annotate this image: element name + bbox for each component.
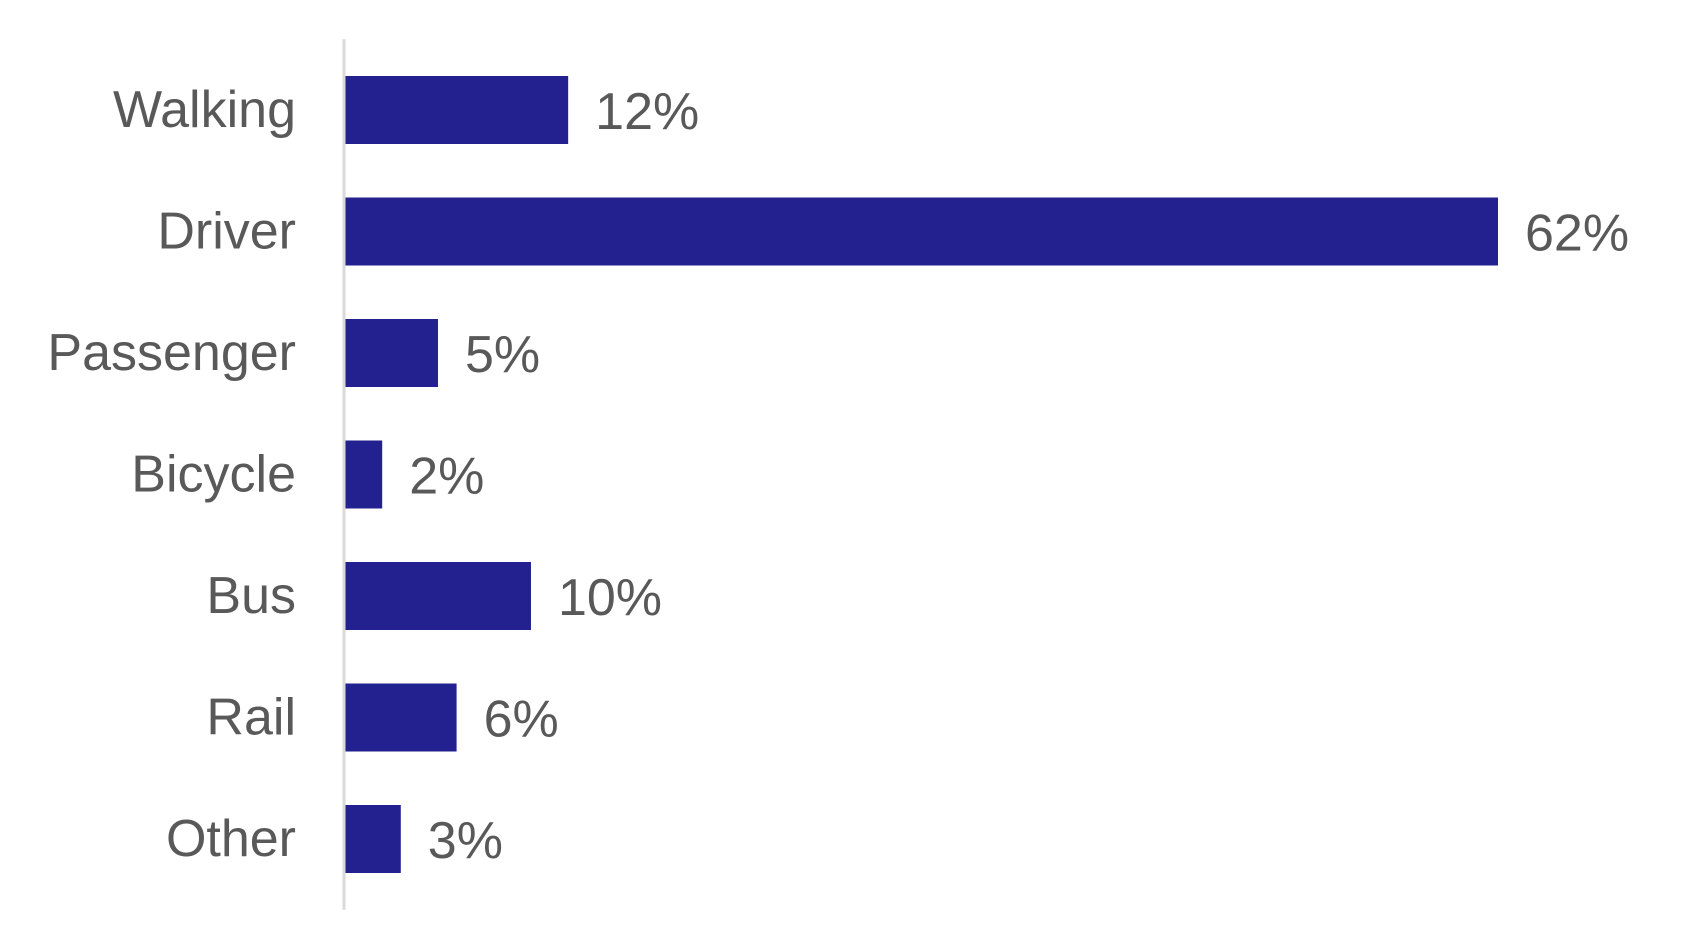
bar-passenger — [345, 319, 438, 387]
bar-bicycle — [345, 440, 383, 509]
bar-driver — [345, 197, 1498, 266]
category-label-bus: Bus — [206, 567, 296, 625]
value-label-bus: 10% — [558, 569, 662, 627]
category-label-walking: Walking — [113, 81, 296, 139]
category-label-bicycle: Bicycle — [131, 446, 296, 504]
value-label-walking: 12% — [595, 83, 699, 141]
labels-group: Walking 12% Driver 62% Passenger 5% Bicycle 2% B… — [47, 81, 1629, 870]
bars-group — [345, 76, 1498, 873]
value-label-passenger: 5% — [465, 326, 540, 384]
bar-bus — [345, 562, 531, 630]
bar-walking — [345, 76, 569, 144]
value-label-other: 3% — [428, 812, 503, 870]
bar-rail — [345, 683, 457, 752]
value-label-driver: 62% — [1525, 205, 1629, 263]
value-label-bicycle: 2% — [409, 448, 484, 506]
category-label-passenger: Passenger — [47, 324, 296, 382]
bar-other — [345, 805, 401, 873]
category-label-other: Other — [166, 810, 296, 868]
category-label-rail: Rail — [206, 689, 296, 747]
value-label-rail: 6% — [484, 691, 559, 749]
category-label-driver: Driver — [157, 203, 296, 261]
